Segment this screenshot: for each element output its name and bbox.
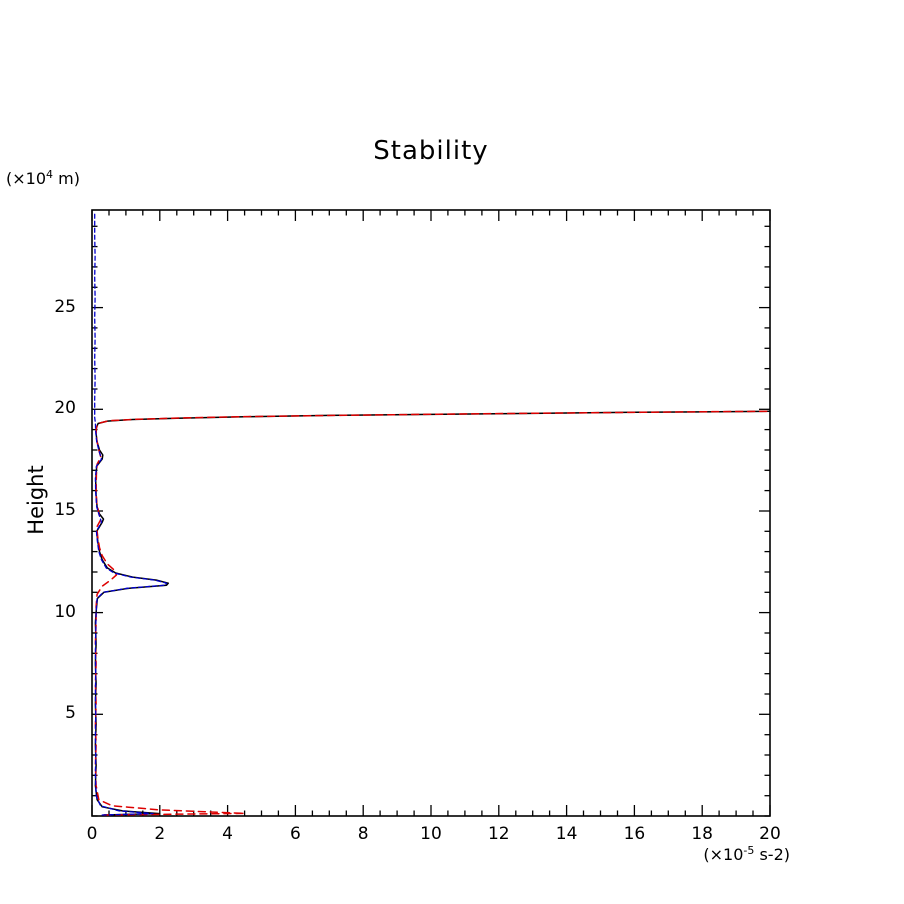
x-axis-unit-label: (×10-5 s-2) <box>600 844 790 864</box>
x-tick-label: 18 <box>691 824 713 844</box>
x-tick-label: 10 <box>420 824 442 844</box>
x-tick-label: 16 <box>623 824 646 844</box>
y-unit-prefix: (×10 <box>6 169 47 188</box>
y-tick-label: 20 <box>54 398 76 419</box>
x-tick-label: 12 <box>487 824 510 844</box>
x-tick-label: 14 <box>555 824 578 844</box>
y-unit-exponent: 4 <box>46 168 54 181</box>
series-solid-black <box>94 410 771 816</box>
y-tick-label: 5 <box>65 703 76 724</box>
x-tick-label: 0 <box>86 824 98 844</box>
x-tick-label: 8 <box>357 824 369 844</box>
x-unit-prefix: (×10 <box>703 845 744 864</box>
x-tick-label: 6 <box>289 824 301 844</box>
x-unit-exponent: -5 <box>743 844 755 857</box>
series-dashed-red <box>94 410 771 816</box>
y-axis-unit-label: (×104 m) <box>6 168 80 188</box>
x-tick-label: 2 <box>154 824 166 844</box>
x-tick-label: 4 <box>222 824 233 844</box>
y-tick-label: 10 <box>54 601 76 622</box>
y-tick-label: 15 <box>54 499 76 520</box>
y-unit-suffix: m) <box>53 169 80 188</box>
plot-frame <box>91 209 771 817</box>
x-tick-label: 20 <box>759 824 781 844</box>
series-dashed-blue <box>94 213 168 816</box>
y-tick-label: 25 <box>54 296 76 317</box>
chart-title: Stability <box>373 136 489 166</box>
x-unit-suffix: s-2) <box>754 845 790 864</box>
